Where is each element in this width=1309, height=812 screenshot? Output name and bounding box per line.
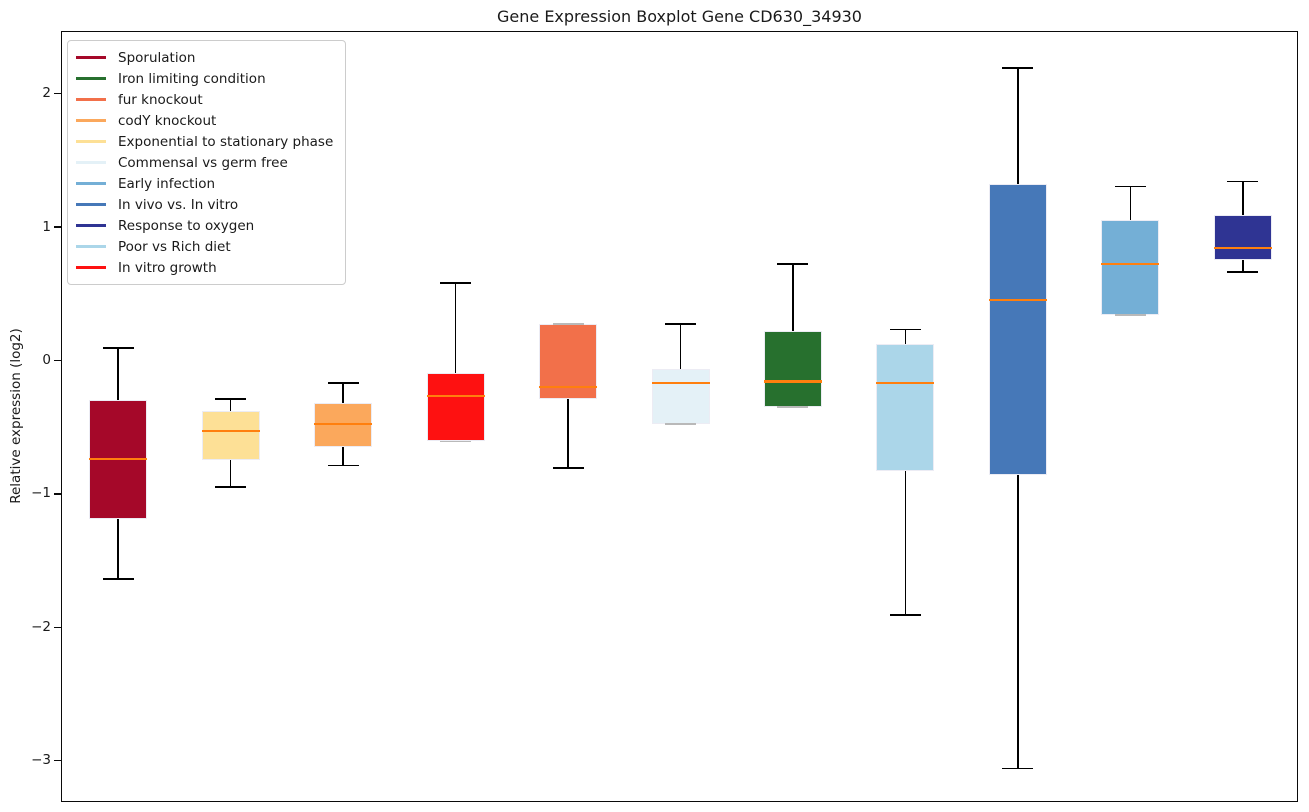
lower-whisker-cap <box>1114 314 1146 316</box>
median-line <box>539 385 598 389</box>
upper-whisker-cap <box>102 347 134 349</box>
lower-whisker-cap <box>102 578 134 580</box>
whisker-line <box>454 282 457 442</box>
legend-item-commensal-vs-germ-free: Commensal vs germ free <box>76 152 333 173</box>
median-line <box>988 298 1047 302</box>
legend-item-iron-limiting-condition: Iron limiting condition <box>76 68 333 89</box>
upper-whisker-cap <box>889 328 921 331</box>
y-tick-mark <box>54 759 61 762</box>
legend-item-fur-knockout: fur knockout <box>76 89 333 110</box>
lower-whisker-cap <box>889 614 921 616</box>
legend-item-label: Commensal vs germ free <box>118 154 288 171</box>
upper-whisker-cap <box>552 323 584 325</box>
legend-swatch-line <box>76 245 106 248</box>
upper-whisker-cap <box>1002 67 1034 69</box>
median-line <box>651 381 710 385</box>
iqr-box <box>1213 214 1272 261</box>
legend-item-cody-knockout: codY knockout <box>76 110 333 131</box>
legend-item-label: Poor vs Rich diet <box>118 238 231 255</box>
legend: Sporulation Iron limiting condition fur kn… <box>67 40 347 285</box>
y-tick-label: 0 <box>42 351 51 368</box>
median-line <box>1101 262 1160 266</box>
legend-swatch-line <box>76 77 106 80</box>
upper-whisker-cap <box>440 282 472 284</box>
y-tick-mark <box>54 493 61 495</box>
legend-swatch-line <box>76 182 106 185</box>
y-tick-label: −3 <box>31 752 51 769</box>
upper-whisker-cap <box>327 382 359 384</box>
iqr-box <box>876 344 935 471</box>
lower-whisker-cap <box>1227 271 1259 273</box>
upper-whisker-cap <box>1227 180 1259 183</box>
legend-item-label: fur knockout <box>118 91 203 108</box>
legend-swatch-line <box>76 224 106 227</box>
legend-swatch-line <box>76 266 106 269</box>
median-line <box>314 422 373 426</box>
upper-whisker-cap <box>215 398 247 400</box>
median-line <box>201 429 260 433</box>
y-tick-mark <box>54 359 61 362</box>
median-line <box>89 457 148 461</box>
legend-item-in-vivo-vs-in-vitro: In vivo vs. In vitro <box>76 194 333 215</box>
lower-whisker-cap <box>1002 767 1034 770</box>
legend-item-sporulation: Sporulation <box>76 47 333 68</box>
legend-item-response-to-oxygen: Response to oxygen <box>76 215 333 236</box>
iqr-box <box>201 410 260 461</box>
upper-whisker-cap <box>665 323 696 325</box>
lower-whisker-cap <box>665 423 696 425</box>
legend-item-label: Response to oxygen <box>118 217 255 234</box>
legend-swatch-line <box>76 161 106 164</box>
y-tick-label: 2 <box>42 85 51 102</box>
iqr-box <box>651 369 710 425</box>
legend-item-in-vitro-growth: In vitro growth <box>76 257 333 278</box>
iqr-box <box>426 373 485 442</box>
legend-item-label: Iron limiting condition <box>118 70 266 87</box>
y-tick-label: −1 <box>31 485 51 502</box>
legend-item-label: Early infection <box>118 175 216 192</box>
upper-whisker-cap <box>1114 185 1146 188</box>
chart-title: Gene Expression Boxplot Gene CD630_34930 <box>497 7 862 26</box>
iqr-box <box>988 184 1047 475</box>
legend-item-poor-vs-rich-diet: Poor vs Rich diet <box>76 236 333 257</box>
median-line <box>1213 246 1272 250</box>
median-line <box>876 381 935 385</box>
legend-item-label: Exponential to stationary phase <box>118 133 334 150</box>
median-line <box>763 380 822 383</box>
lower-whisker-cap <box>327 464 359 467</box>
legend-item-exponential-to-stationary-phase: Exponential to stationary phase <box>76 131 333 152</box>
upper-whisker-cap <box>777 263 809 265</box>
legend-item-label: In vitro growth <box>118 259 217 276</box>
lower-whisker-cap <box>440 440 472 443</box>
legend-swatch-line <box>76 119 106 122</box>
iqr-box <box>763 330 822 407</box>
iqr-box <box>1101 220 1160 315</box>
lower-whisker-cap <box>552 467 584 469</box>
legend-swatch-line <box>76 203 106 206</box>
plot-area: Sporulation Iron limiting condition fur kn… <box>61 31 1298 802</box>
legend-item-early-infection: Early infection <box>76 173 333 194</box>
whisker-line <box>904 329 907 615</box>
legend-swatch-line <box>76 98 106 101</box>
y-tick-mark <box>54 226 61 228</box>
y-tick-label: −2 <box>31 618 51 635</box>
legend-item-label: In vivo vs. In vitro <box>118 196 239 213</box>
legend-swatch-line <box>76 140 106 143</box>
lower-whisker-cap <box>215 486 247 488</box>
y-tick-label: 1 <box>42 218 51 235</box>
median-line <box>426 394 485 398</box>
legend-item-label: codY knockout <box>118 112 217 129</box>
legend-swatch-line <box>76 56 106 59</box>
y-tick-mark <box>54 92 61 95</box>
lower-whisker-cap <box>777 406 809 408</box>
y-tick-mark <box>54 626 61 628</box>
legend-item-label: Sporulation <box>118 49 196 66</box>
